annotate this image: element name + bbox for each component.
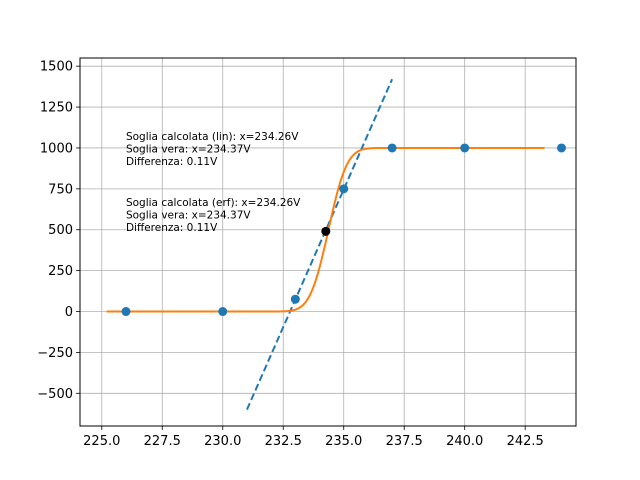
y-tick-label: 500: [48, 223, 73, 238]
x-tick-label: 225.0: [83, 434, 120, 449]
data-point: [121, 307, 131, 317]
y-tick-label: 0: [65, 305, 73, 320]
x-tick-label: 230.0: [204, 434, 241, 449]
annotation-line: Soglia calcolata (erf): x=234.26V: [126, 197, 301, 209]
annotation-line: Differenza: 0.11V: [126, 156, 218, 168]
y-tick-label: −250: [37, 346, 73, 361]
y-tick-label: 250: [48, 264, 73, 279]
y-tick-label: 1250: [40, 101, 73, 116]
y-tick-label: −500: [37, 387, 73, 402]
annotation-line: Differenza: 0.11V: [126, 222, 218, 234]
erf-fit-curve: [106, 146, 545, 313]
data-point: [460, 143, 470, 153]
axes-frame: [79, 57, 577, 427]
x-tick-label: 232.5: [265, 434, 302, 449]
x-tick-label: 227.5: [144, 434, 181, 449]
y-tick-label: 750: [48, 182, 73, 197]
annotation-line: Soglia calcolata (lin): x=234.26V: [126, 131, 299, 143]
linear-fit-line: [246, 78, 394, 411]
y-tick-label: 1500: [40, 60, 73, 75]
threshold-point: [321, 226, 331, 236]
x-tick-label: 240.0: [446, 434, 483, 449]
annotations: Soglia calcolata (lin): x=234.26VSoglia …: [126, 131, 301, 234]
data-point: [218, 307, 228, 317]
x-tick-label: 237.5: [386, 434, 423, 449]
axis-ticks: 225.0 227.5 230.0 232.5 235.0 237.5 240.0 242.5…: [37, 60, 544, 449]
data-point: [339, 184, 349, 194]
x-tick-label: 235.0: [325, 434, 362, 449]
x-tick-label: 242.5: [507, 434, 544, 449]
data-point: [387, 143, 397, 153]
annotation-line: Soglia vera: x=234.37V: [126, 210, 251, 222]
data-point: [290, 294, 300, 304]
data-point: [556, 143, 566, 153]
y-tick-label: 1000: [40, 141, 73, 156]
plot-area: [106, 78, 566, 411]
annotation-line: Soglia vera: x=234.37V: [126, 143, 251, 155]
